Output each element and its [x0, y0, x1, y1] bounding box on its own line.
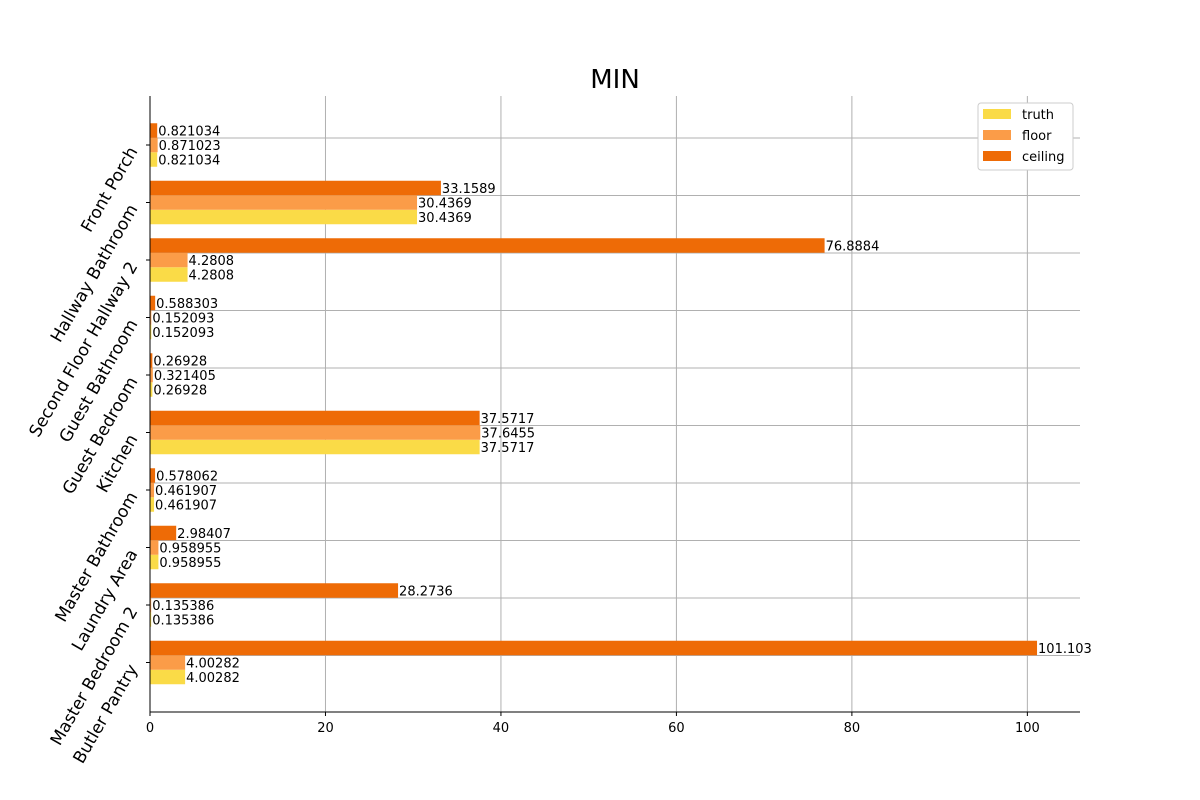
value-label-floor-8: 0.135386: [152, 599, 214, 614]
bar-ceiling-8: [150, 583, 399, 598]
bar-floor-7: [150, 540, 159, 555]
bar-ceiling-4: [150, 353, 153, 368]
value-label-floor-9: 4.00282: [186, 657, 240, 672]
chart-title: MIN: [590, 65, 640, 95]
bar-ceiling-6: [150, 468, 156, 483]
value-label-ceiling-1: 33.1589: [442, 182, 496, 197]
value-label-floor-5: 37.6455: [481, 427, 535, 442]
value-label-ceiling-3: 0.588303: [156, 297, 218, 312]
value-labels: 0.821034 30.4369 4.2808 0.152093 0.26928 37.5…: [152, 125, 1092, 687]
value-label-ceiling-6: 0.578062: [156, 470, 218, 485]
bars: [150, 123, 1038, 685]
value-label-ceiling-8: 28.2736: [399, 585, 453, 600]
bar-truth-1: [150, 209, 418, 225]
value-label-ceiling-7: 2.98407: [177, 527, 231, 542]
bar-ceiling-9: [150, 640, 1038, 656]
bar-truth-7: [150, 554, 159, 570]
x-ticks: 0 20 40 60 80 100: [146, 712, 1040, 736]
bar-ceiling-3: [150, 295, 156, 311]
bar-truth-3: [150, 324, 152, 340]
x-tick-label-5: 100: [1015, 721, 1040, 736]
value-label-truth-1: 30.4369: [418, 211, 472, 226]
bar-ceiling-2: [150, 238, 825, 253]
bar-floor-0: [150, 137, 158, 153]
value-label-truth-6: 0.461907: [155, 499, 217, 514]
value-label-ceiling-2: 76.8884: [826, 240, 880, 255]
value-label-floor-6: 0.461907: [155, 484, 217, 499]
value-label-truth-7: 0.958955: [159, 556, 221, 571]
bar-truth-8: [150, 612, 152, 627]
bar-floor-4: [150, 367, 153, 383]
bar-ceiling-7: [150, 525, 177, 541]
x-tick-label-1: 20: [317, 721, 334, 736]
bar-floor-3: [150, 310, 152, 325]
bar-ceiling-1: [150, 180, 441, 196]
bar-floor-6: [150, 482, 155, 498]
bar-truth-2: [150, 267, 188, 282]
bar-ceiling-0: [150, 123, 158, 138]
bar-ceiling-5: [150, 410, 480, 426]
legend-label-truth: truth: [1022, 108, 1054, 123]
x-tick-label-2: 40: [493, 721, 510, 736]
bar-floor-5: [150, 425, 481, 440]
value-label-floor-4: 0.321405: [154, 369, 216, 384]
bar-floor-2: [150, 252, 188, 268]
legend-swatch-ceiling: [983, 151, 1011, 161]
x-tick-label-4: 80: [844, 721, 861, 736]
legend-swatch-truth: [983, 109, 1011, 119]
bar-floor-8: [150, 597, 152, 613]
x-tick-label-0: 0: [146, 721, 154, 736]
legend-label-floor: floor: [1022, 129, 1052, 144]
value-label-floor-3: 0.152093: [152, 312, 214, 327]
bar-truth-9: [150, 669, 186, 685]
legend-swatch-floor: [983, 130, 1011, 140]
bar-floor-1: [150, 195, 418, 210]
value-label-ceiling-0: 0.821034: [158, 125, 220, 140]
value-label-truth-3: 0.152093: [152, 326, 214, 341]
bar-truth-6: [150, 497, 155, 512]
value-label-ceiling-5: 37.5717: [481, 412, 535, 427]
bar-truth-0: [150, 152, 158, 167]
axes: [149, 96, 1080, 713]
value-label-truth-8: 0.135386: [152, 614, 214, 629]
value-label-truth-4: 0.26928: [153, 384, 207, 399]
value-label-truth-0: 0.821034: [158, 154, 220, 169]
value-label-floor-2: 4.2808: [189, 254, 235, 269]
value-label-floor-0: 0.871023: [159, 139, 221, 154]
value-label-ceiling-9: 101.103: [1038, 642, 1092, 657]
value-label-truth-9: 4.00282: [186, 671, 240, 686]
legend-label-ceiling: ceiling: [1022, 150, 1064, 165]
bar-floor-9: [150, 655, 186, 670]
x-tick-label-3: 60: [668, 721, 685, 736]
value-label-floor-1: 30.4369: [418, 197, 472, 212]
value-label-floor-7: 0.958955: [159, 542, 221, 557]
value-label-truth-2: 4.2808: [189, 269, 235, 284]
legend: truth floor ceiling: [977, 102, 1074, 171]
value-label-truth-5: 37.5717: [481, 441, 535, 456]
bar-truth-5: [150, 439, 480, 455]
value-label-ceiling-4: 0.26928: [153, 355, 207, 370]
bar-truth-4: [150, 382, 153, 397]
